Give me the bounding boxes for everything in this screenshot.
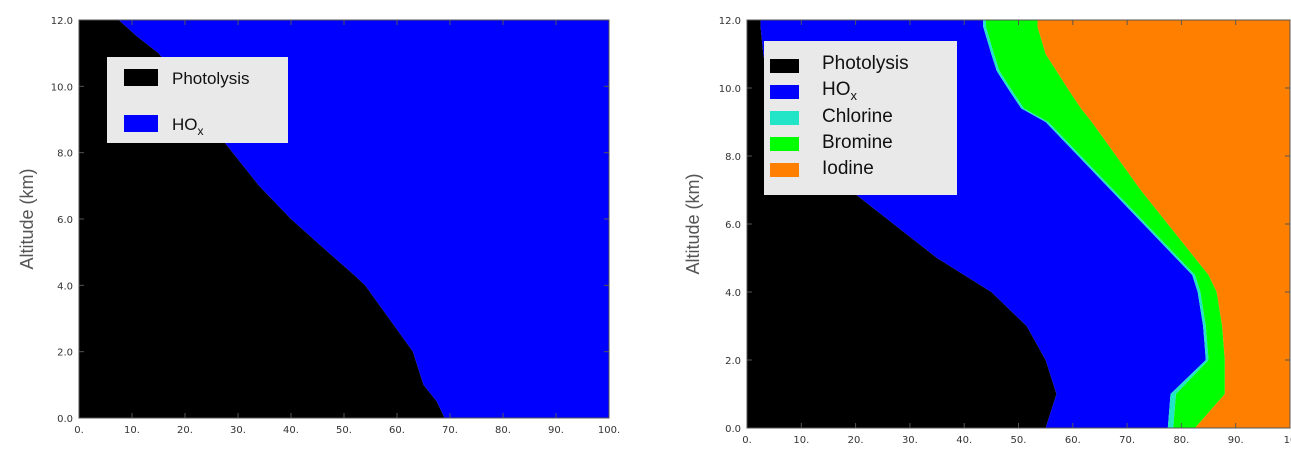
- left-legend-label-hox-subscript: x: [198, 124, 204, 138]
- right-y-tick-label: 4.0: [725, 288, 741, 299]
- left-legend-label-hox: HOx: [172, 115, 204, 138]
- left-x-tick-label: 70.: [442, 425, 458, 436]
- right-legend: Photolysis HOx Chlorine Bromine Iodine: [764, 41, 957, 195]
- left-legend: Photolysis HOx: [107, 57, 288, 143]
- right-x-tick-label: 80.: [1173, 435, 1189, 446]
- right-area-photolysis: [747, 20, 1057, 428]
- left-x-tick-label: 20.: [177, 425, 193, 436]
- right-x-tick-label: 60.: [1065, 435, 1081, 446]
- right-y-tick-label: 10.0: [719, 84, 741, 95]
- right-x-tick-label: 30.: [902, 435, 918, 446]
- left-y-tick-label: 8.0: [57, 149, 73, 160]
- right-legend-swatch-photolysis: [770, 59, 799, 73]
- right-x-tick-label: 90.: [1228, 435, 1244, 446]
- left-x-ticks: 0. 10. 20. 30. 40. 50. 60. 70. 80. 90. 100.: [74, 20, 620, 436]
- left-y-tick-label: 6.0: [57, 215, 73, 226]
- chart-left: 0. 10. 20. 30. 40. 50. 60. 70. 80. 90. 100. 0.0 2.0…: [17, 16, 620, 436]
- left-y-ticks: 0.0 2.0 4.0 6.0 8.0 10.0 12.0: [51, 16, 609, 425]
- left-x-tick-label: 50.: [336, 425, 352, 436]
- left-y-tick-label: 0.0: [57, 414, 73, 425]
- right-legend-label-photolysis: Photolysis: [822, 53, 909, 74]
- left-y-tick-label: 10.0: [51, 82, 73, 93]
- right-x-tick-label: 40.: [956, 435, 972, 446]
- left-x-tick-label: 30.: [230, 425, 246, 436]
- right-area-iodine: [1037, 20, 1290, 428]
- right-y-tick-label: 6.0: [725, 220, 741, 231]
- right-legend-label-chlorine: Chlorine: [822, 106, 893, 127]
- left-x-tick-label: 100.: [598, 425, 620, 436]
- right-x-tick-label: 0.: [742, 435, 752, 446]
- left-y-tick-label: 4.0: [57, 281, 73, 292]
- right-y-tick-label: 12.0: [719, 16, 741, 27]
- right-area-bromine: [985, 20, 1225, 428]
- right-y-tick-label: 2.0: [725, 356, 741, 367]
- left-legend-label-photolysis: Photolysis: [172, 69, 249, 88]
- left-x-tick-label: 90.: [548, 425, 564, 436]
- right-legend-label-bromine: Bromine: [822, 132, 893, 153]
- right-legend-swatch-chlorine: [770, 111, 799, 125]
- left-legend-swatch-photolysis: [124, 69, 158, 86]
- right-legend-swatch-hox: [770, 85, 799, 99]
- left-x-tick-label: 0.: [74, 425, 84, 436]
- left-y-axis-label: Altitude (km): [17, 168, 37, 269]
- right-legend-label-iodine: Iodine: [822, 158, 874, 179]
- right-x-tick-label: 10: [1284, 435, 1291, 446]
- right-y-tick-label: 8.0: [725, 152, 741, 163]
- left-x-tick-label: 10.: [124, 425, 140, 436]
- right-legend-swatch-bromine: [770, 137, 799, 151]
- left-x-tick-label: 80.: [495, 425, 511, 436]
- right-x-tick-label: 10.: [793, 435, 809, 446]
- right-legend-label-hox: HOx: [822, 79, 858, 103]
- left-x-tick-label: 60.: [389, 425, 405, 436]
- right-x-tick-label: 50.: [1011, 435, 1027, 446]
- right-y-ticks: 0.0 2.0 4.0 6.0 8.0 10.0 12.0: [719, 16, 1290, 435]
- right-x-tick-label: 70.: [1119, 435, 1135, 446]
- right-y-tick-label: 0.0: [725, 424, 741, 435]
- left-y-tick-label: 2.0: [57, 348, 73, 359]
- right-legend-swatch-iodine: [770, 163, 799, 177]
- chart-right: 0. 10. 20. 30. 40. 50. 60. 70. 80. 90. 10 0.0 2.0 4.…: [683, 16, 1291, 446]
- right-x-tick-label: 20.: [848, 435, 864, 446]
- right-x-ticks: 0. 10. 20. 30. 40. 50. 60. 70. 80. 90. 10: [742, 20, 1291, 446]
- right-y-axis-label: Altitude (km): [683, 173, 703, 274]
- left-x-tick-label: 40.: [283, 425, 299, 436]
- left-legend-swatch-hox: [124, 115, 158, 132]
- right-legend-label-hox-subscript: x: [851, 88, 858, 103]
- left-y-tick-label: 12.0: [51, 16, 73, 27]
